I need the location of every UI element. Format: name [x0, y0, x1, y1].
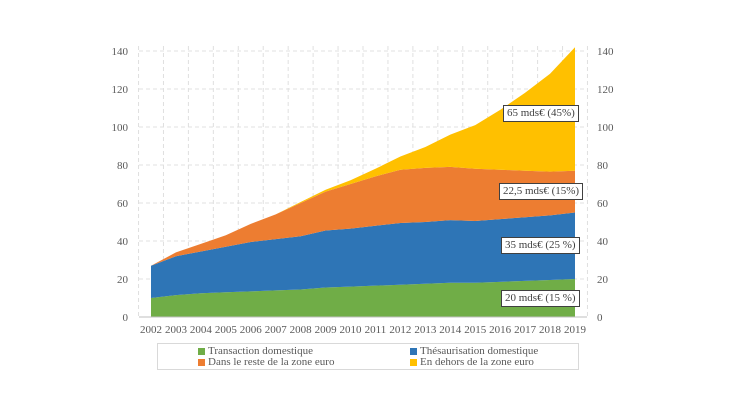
legend-item: En dehors de la zone euro — [410, 356, 534, 368]
x-tick-label: 2012 — [389, 324, 411, 336]
x-tick-label: 2016 — [489, 324, 512, 336]
y2-tick-label: 80 — [597, 160, 609, 172]
x-tick-label: 2006 — [240, 324, 263, 336]
x-tick-label: 2004 — [190, 324, 213, 336]
legend-swatch — [410, 347, 417, 355]
legend-label: En dehors de la zone euro — [420, 356, 534, 368]
x-tick-label: 2002 — [140, 324, 162, 336]
area-transaction-domestique — [151, 279, 575, 317]
legend-item: Thésaurisation domestique — [410, 345, 538, 357]
area-dans-le-reste-de-la-zone-euro — [151, 166, 575, 266]
legend-swatch — [198, 358, 205, 366]
y2-tick-label: 100 — [597, 122, 614, 134]
y2-tick-label: 60 — [597, 198, 609, 210]
annotation-yellow: 65 mds€ (45%) — [503, 105, 579, 122]
legend: Transaction domestique Thésaurisation do… — [157, 343, 579, 370]
legend-item: Dans le reste de la zone euro — [198, 356, 334, 368]
x-tick-label: 2013 — [414, 324, 437, 336]
x-tick-label: 2007 — [265, 324, 288, 336]
y2-tick-label: 40 — [597, 236, 609, 248]
y2-tick-label: 0 — [597, 312, 603, 324]
y2-tick-label: 140 — [597, 46, 614, 58]
x-tick-label: 2015 — [464, 324, 487, 336]
y-tick-label: 80 — [117, 160, 129, 172]
x-tick-label: 2014 — [439, 324, 462, 336]
legend-label: Thésaurisation domestique — [420, 345, 539, 357]
x-tick-label: 2019 — [564, 324, 587, 336]
y-tick-label: 120 — [112, 84, 129, 96]
y-tick-label: 140 — [112, 46, 129, 58]
x-tick-label: 2009 — [315, 324, 338, 336]
x-tick-label: 2010 — [340, 324, 363, 336]
annotation-blue: 35 mds€ (25 %) — [501, 237, 580, 254]
legend-label: Dans le reste de la zone euro — [208, 356, 335, 368]
x-tick-label: 2005 — [215, 324, 238, 336]
legend-swatch — [410, 358, 417, 366]
legend-item: Transaction domestique — [198, 345, 313, 357]
area-en-dehors-de-la-zone-euro — [151, 47, 575, 266]
legend-label: Transaction domestique — [208, 345, 313, 357]
y-tick-label: 60 — [117, 198, 129, 210]
y-tick-label: 100 — [112, 122, 129, 134]
area-th-saurisation-domestique — [151, 212, 575, 298]
x-tick-label: 2003 — [165, 324, 188, 336]
x-tick-label: 2018 — [539, 324, 562, 336]
y-tick-label: 0 — [123, 312, 129, 324]
x-tick-label: 2008 — [290, 324, 313, 336]
x-tick-label: 2011 — [365, 324, 387, 336]
y-tick-label: 40 — [117, 236, 129, 248]
y2-tick-label: 120 — [597, 84, 614, 96]
legend-swatch — [198, 347, 205, 355]
y2-tick-label: 20 — [597, 274, 609, 286]
annotation-green: 20 mds€ (15 %) — [501, 290, 580, 307]
y-tick-label: 20 — [117, 274, 129, 286]
x-tick-label: 2017 — [514, 324, 537, 336]
annotation-orange: 22,5 mds€ (15%) — [499, 183, 584, 200]
